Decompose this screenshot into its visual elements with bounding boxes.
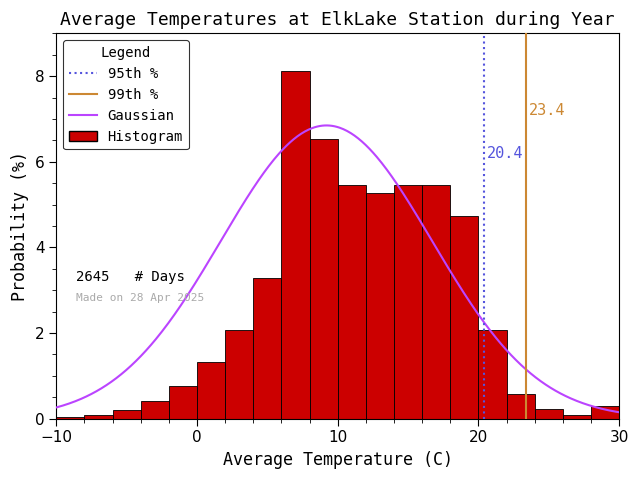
- Bar: [169, 386, 197, 419]
- Bar: [338, 185, 366, 419]
- Bar: [563, 415, 591, 419]
- Title: Average Temperatures at ElkLake Station during Year: Average Temperatures at ElkLake Station …: [60, 11, 615, 29]
- Bar: [591, 406, 620, 419]
- Y-axis label: Probability (%): Probability (%): [11, 151, 29, 301]
- Bar: [282, 71, 310, 419]
- Bar: [535, 408, 563, 419]
- Bar: [84, 415, 113, 419]
- Bar: [479, 330, 507, 419]
- Bar: [507, 394, 535, 419]
- Bar: [394, 185, 422, 419]
- Bar: [366, 193, 394, 419]
- Bar: [451, 216, 479, 419]
- Bar: [310, 139, 338, 419]
- Text: 23.4: 23.4: [529, 103, 566, 118]
- Bar: [225, 330, 253, 419]
- Legend: 95th %, 99th %, Gaussian, Histogram: 95th %, 99th %, Gaussian, Histogram: [63, 40, 189, 149]
- Text: 20.4: 20.4: [487, 146, 524, 161]
- Bar: [113, 410, 141, 419]
- Text: 2645   # Days: 2645 # Days: [76, 270, 185, 284]
- Bar: [253, 278, 282, 419]
- Bar: [197, 362, 225, 419]
- Bar: [56, 417, 84, 419]
- X-axis label: Average Temperature (C): Average Temperature (C): [223, 451, 452, 469]
- Bar: [422, 185, 451, 419]
- Text: Made on 28 Apr 2025: Made on 28 Apr 2025: [76, 293, 204, 303]
- Bar: [141, 401, 169, 419]
